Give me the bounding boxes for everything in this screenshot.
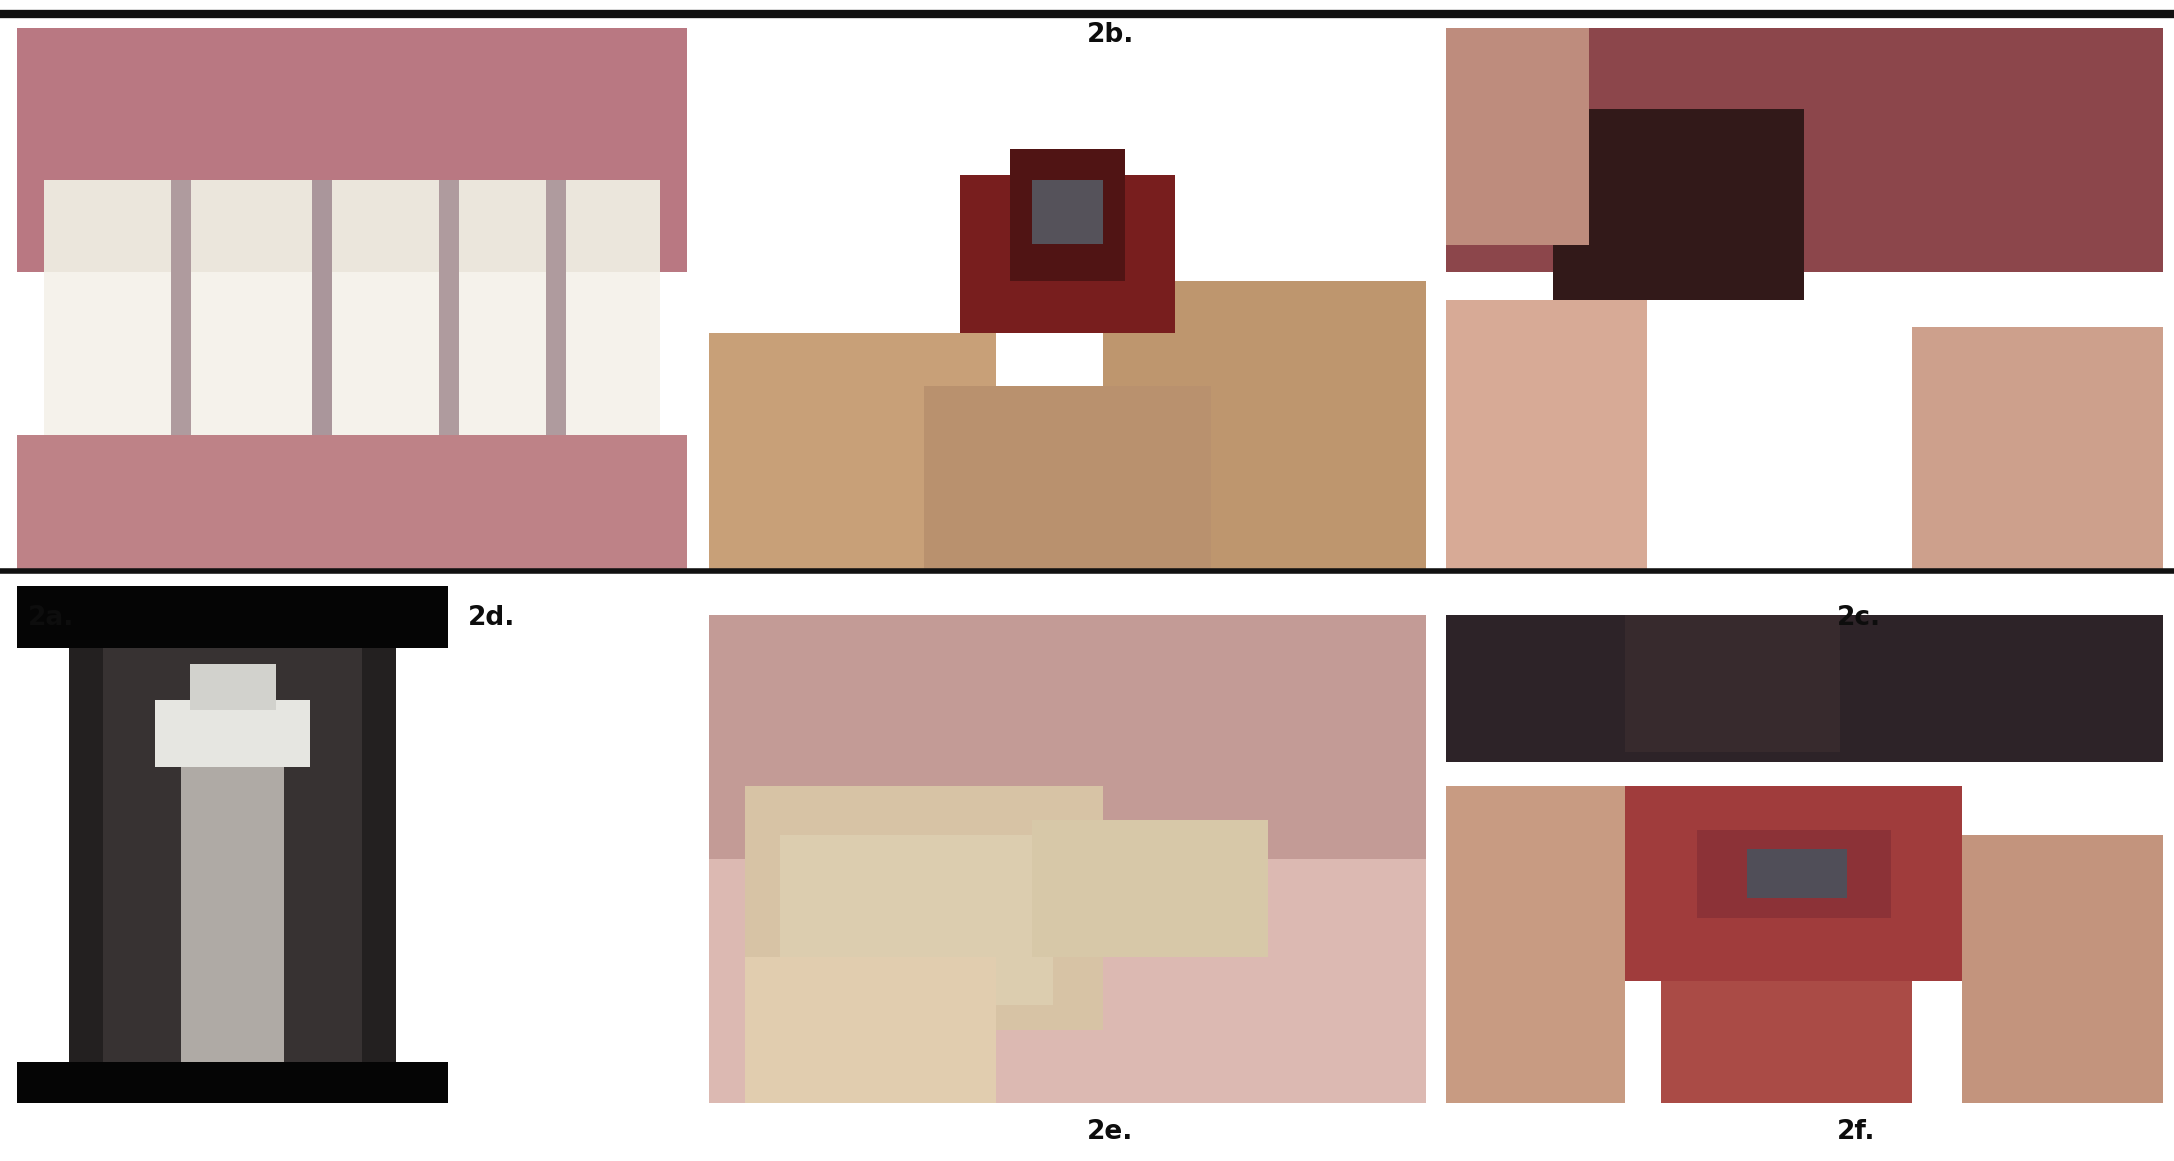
Text: 2c.: 2c. [1837,605,1881,630]
Bar [17,435,687,571]
Bar [1626,615,1839,752]
Bar [1011,149,1124,281]
Bar [1446,28,1589,245]
Bar [1748,850,1848,899]
Bar [546,180,567,435]
Bar [1661,981,1913,1103]
Bar [780,835,1052,1005]
Text: 2e.: 2e. [1087,1119,1133,1145]
Bar [1552,109,1804,300]
Bar [1033,180,1104,244]
Bar [17,586,448,648]
Bar [172,180,191,435]
Bar [744,957,996,1103]
Bar [709,333,996,571]
Bar [1913,326,2163,571]
Bar [43,180,661,435]
Bar [189,664,276,711]
Bar [1104,281,1426,571]
Bar [1446,28,2163,273]
Text: 2f.: 2f. [1837,1119,1876,1145]
Bar [180,731,285,1061]
Bar [1033,820,1267,957]
Bar [313,180,333,435]
Bar [70,612,396,1077]
Bar [1696,830,1891,917]
Bar [924,387,1211,571]
Bar [1446,300,1646,571]
Bar [709,615,1426,859]
Bar [961,175,1174,333]
Text: 2a.: 2a. [28,605,74,630]
Bar [709,859,1426,1103]
Bar [1626,786,1963,981]
Text: 2b.: 2b. [1087,22,1135,48]
Text: 2d.: 2d. [467,605,515,630]
Bar [1963,835,2163,1103]
Bar [154,700,311,767]
Bar [1446,786,1626,1103]
Bar [43,273,661,435]
Bar [17,1061,448,1103]
Bar [17,28,687,273]
Bar [439,180,459,435]
Bar [104,648,361,1061]
Bar [744,786,1104,1030]
Bar [1446,615,2163,762]
